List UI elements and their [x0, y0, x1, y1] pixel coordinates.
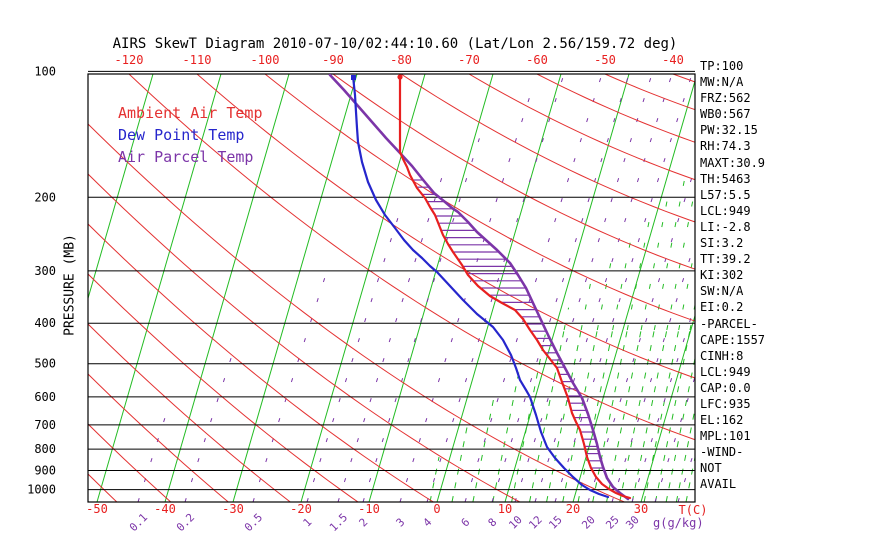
dry-adiabat-lines: [88, 74, 695, 502]
stat-line: LI:-2.8: [700, 219, 751, 234]
svg-text:30: 30: [634, 502, 648, 516]
svg-text:10: 10: [498, 502, 512, 516]
mixing-ratio-tick-labels: 0.1 0.2 0.5 1 1.5 2 3 4 6 8 10 12 15 20 25 30: [127, 511, 642, 534]
dew-point-curve: [351, 74, 610, 499]
svg-text:-100: -100: [251, 53, 280, 67]
svg-text:6: 6: [459, 516, 473, 530]
stat-line: TT:39.2: [700, 252, 751, 267]
svg-text:-30: -30: [222, 502, 244, 516]
svg-text:900: 900: [34, 464, 56, 478]
parcel-temp-curve: [328, 74, 630, 501]
svg-text:12: 12: [526, 513, 545, 532]
svg-text:100: 100: [34, 64, 56, 78]
stat-line: CAPE:1557: [700, 332, 766, 347]
stat-line: MPL:101: [700, 429, 751, 444]
stat-line: -PARCEL-: [700, 316, 758, 331]
stat-line: NOT: [700, 461, 722, 476]
svg-text:2: 2: [357, 516, 371, 530]
stat-line: LCL:949: [700, 364, 751, 379]
svg-text:600: 600: [34, 390, 56, 404]
stat-line: L57:5.5: [700, 187, 751, 202]
svg-text:-120: -120: [115, 53, 144, 67]
svg-text:15: 15: [546, 513, 565, 532]
stat-line: RH:74.3: [700, 139, 751, 154]
stat-line: WB0:567: [700, 107, 751, 122]
isotherm-lines: [88, 74, 695, 502]
ambient-top-marker: [397, 74, 403, 80]
mixing-ratio-axis-title: g(g/kg): [653, 516, 704, 530]
svg-text:1.5: 1.5: [327, 511, 350, 534]
svg-text:-40: -40: [154, 502, 176, 516]
legend-air-parcel-temp: Air Parcel Temp: [118, 148, 254, 166]
svg-text:-40: -40: [662, 53, 684, 67]
svg-text:20: 20: [566, 502, 580, 516]
svg-text:-50: -50: [594, 53, 616, 67]
stat-line: SI:3.2: [700, 236, 744, 251]
ambient-temp-curve: [397, 74, 632, 500]
stat-line: -WIND-: [700, 445, 744, 460]
svg-text:200: 200: [34, 190, 56, 204]
svg-text:800: 800: [34, 442, 56, 456]
svg-text:1: 1: [301, 516, 315, 530]
svg-text:30: 30: [623, 513, 642, 532]
temp-axis-title: T(C): [678, 503, 708, 517]
svg-text:0.1: 0.1: [127, 511, 150, 534]
mixing-ratio-lines: [137, 74, 695, 502]
stat-line: MAXT:30.9: [700, 155, 766, 170]
stat-line: MW:N/A: [700, 75, 744, 90]
svg-text:-70: -70: [458, 53, 480, 67]
svg-text:1000: 1000: [27, 483, 56, 497]
svg-text:25: 25: [603, 513, 622, 532]
svg-text:-20: -20: [290, 502, 312, 516]
svg-text:20: 20: [579, 513, 598, 532]
svg-text:-110: -110: [183, 53, 212, 67]
stat-line: EL:162: [700, 413, 744, 428]
svg-text:-50: -50: [86, 502, 108, 516]
svg-text:-60: -60: [526, 53, 548, 67]
dewpoint-top-marker: [351, 75, 356, 80]
svg-text:0.2: 0.2: [174, 511, 197, 534]
stat-line: KI:302: [700, 268, 744, 283]
stat-line: CINH:8: [700, 348, 744, 363]
svg-text:-80: -80: [390, 53, 412, 67]
stat-line: LCL:949: [700, 203, 751, 218]
legend-dew-point-temp: Dew Point Temp: [118, 126, 245, 144]
stat-line: TH:5463: [700, 171, 751, 186]
svg-text:300: 300: [34, 264, 56, 278]
svg-text:8: 8: [486, 516, 500, 530]
page-title: AIRS SkewT Diagram 2010-07-10/02:44:10.6…: [112, 36, 678, 52]
svg-text:400: 400: [34, 316, 56, 330]
pressure-axis-title: PRESSURE (MB): [62, 234, 78, 336]
stat-line: EI:0.2: [700, 300, 744, 315]
pressure-tick-labels: 100 200 300 400 500 600 700 800 900 1000: [27, 64, 56, 496]
svg-text:500: 500: [34, 357, 56, 371]
stat-line: LFC:935: [700, 396, 751, 411]
svg-text:-90: -90: [322, 53, 344, 67]
stat-line: CAP:0.0: [700, 380, 751, 395]
top-temp-tick-labels: -120 -110 -100 -90 -80 -70 -60 -50 -40: [115, 53, 684, 67]
stat-line: SW:N/A: [700, 284, 744, 299]
svg-text:-10: -10: [358, 502, 380, 516]
stat-line: PW:32.15: [700, 123, 758, 138]
svg-text:4: 4: [421, 515, 435, 529]
stat-line: TP:100: [700, 59, 744, 73]
svg-text:700: 700: [34, 418, 56, 432]
svg-text:0: 0: [433, 502, 440, 516]
svg-text:3: 3: [394, 516, 408, 530]
svg-text:0.5: 0.5: [242, 511, 265, 534]
pressure-gridlines: [88, 70, 695, 491]
stats-panel: TP:100 MW:N/A FRZ:562 WB0:567 PW:32.15 RH:74.…: [700, 58, 868, 493]
stat-line: FRZ:562: [700, 91, 751, 106]
legend-ambient-air-temp: Ambient Air Temp: [118, 104, 263, 122]
cape-hatching: [413, 179, 604, 469]
plot-border: [87, 73, 696, 503]
svg-text:10: 10: [506, 513, 525, 532]
stat-line: AVAIL: [700, 477, 737, 492]
bottom-temp-tick-labels: -50 -40 -30 -20 -10 0 10 20 30: [86, 502, 648, 516]
